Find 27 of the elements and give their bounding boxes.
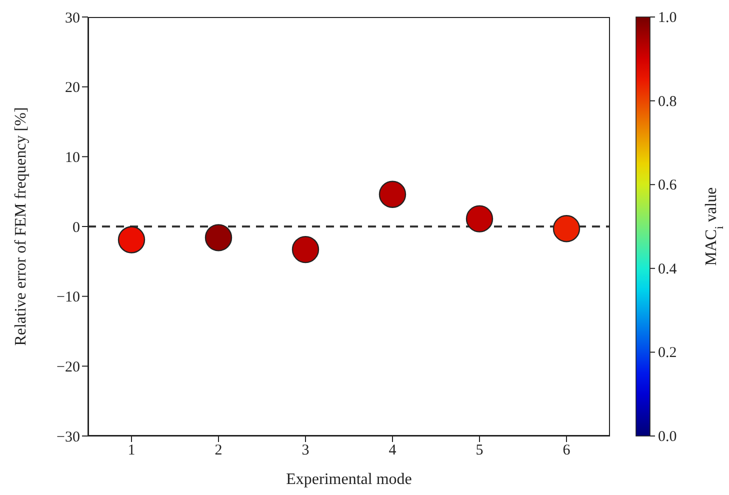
color-bar-label: 0.0 — [658, 429, 677, 445]
point — [118, 226, 146, 254]
color-bar-label: 1.0 — [658, 10, 677, 26]
x-tick-label: 3 — [302, 442, 310, 459]
x-tick-label: 2 — [214, 442, 222, 459]
point — [204, 224, 232, 252]
y-tick-label: 10 — [65, 150, 80, 166]
point — [466, 205, 494, 232]
point — [292, 236, 320, 264]
y-axis-title: Relative error of FEM frequency [%] — [12, 107, 30, 346]
y-tick-label: 30 — [65, 10, 80, 26]
x-tick-label: 5 — [476, 442, 484, 459]
y-tick-label: 0 — [72, 220, 80, 236]
color-bar-label: 0.4 — [658, 261, 678, 278]
point — [378, 180, 406, 208]
x-tick-label: 6 — [562, 442, 571, 459]
x-tick-label: 4 — [388, 442, 397, 459]
y-tick-label: 20 — [65, 80, 80, 96]
y-tick-label: −30 — [56, 429, 80, 446]
color-bar-label: 0.8 — [658, 94, 677, 110]
color-bar-label: 0.6 — [658, 178, 678, 194]
y-tick-label: −10 — [56, 290, 80, 306]
x-tick-label: 1 — [128, 442, 136, 459]
color-bar-label: 0.2 — [658, 345, 677, 362]
y-tick-label: −20 — [56, 359, 80, 376]
x-axis-title: Experimental mode — [286, 471, 412, 488]
point — [552, 214, 580, 242]
